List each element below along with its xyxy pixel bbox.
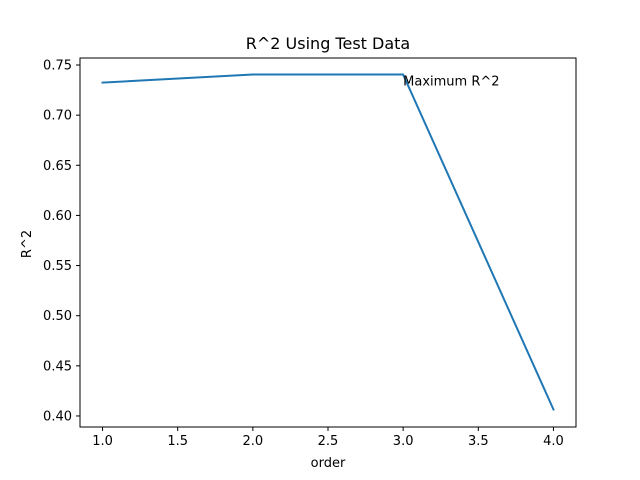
plot-frame xyxy=(79,57,577,428)
x-tick-label: 1.5 xyxy=(167,434,188,449)
y-tick-label: 0.55 xyxy=(43,259,72,274)
x-tick-label: 4.0 xyxy=(543,434,564,449)
x-tick-label: 2.5 xyxy=(318,434,339,449)
y-tick-label: 0.70 xyxy=(43,109,72,124)
y-axis-label: R^2 xyxy=(20,230,35,258)
y-axis-ticks: 0.40 0.45 0.50 0.55 0.60 0.65 0.70 0.75 xyxy=(43,59,80,424)
x-tick-label: 1.0 xyxy=(92,434,113,449)
series-line-0 xyxy=(101,73,555,411)
x-tick-label: 3.5 xyxy=(468,434,489,449)
x-tick-label: 2.0 xyxy=(243,434,264,449)
annotation-0: Maximum R^2 xyxy=(403,75,499,90)
y-tick-label: 0.50 xyxy=(43,309,72,324)
chart-title: R^2 Using Test Data xyxy=(246,34,410,53)
plot-area: Maximum R^2 xyxy=(79,57,577,428)
y-tick-label: 0.60 xyxy=(43,209,72,224)
y-tick-label: 0.75 xyxy=(43,59,72,74)
y-tick-label: 0.65 xyxy=(43,159,72,174)
x-axis-ticks: 1.0 1.5 2.0 2.5 3.0 3.5 4.0 xyxy=(92,427,564,449)
x-tick-label: 3.0 xyxy=(393,434,414,449)
y-tick-label: 0.45 xyxy=(43,359,72,374)
x-axis-label: order xyxy=(311,456,346,471)
y-tick-label: 0.40 xyxy=(43,409,72,424)
